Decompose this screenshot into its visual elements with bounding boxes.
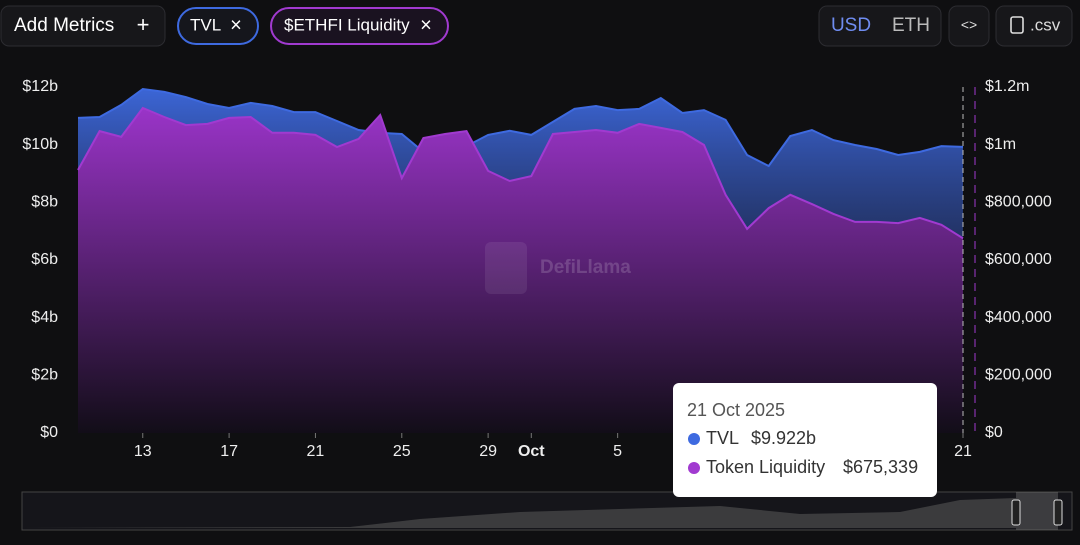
tooltip-value: $675,339 (843, 457, 918, 477)
y2-tick-label: $1.2m (985, 78, 1029, 95)
watermark: DefiLlama (540, 257, 631, 278)
area (78, 108, 963, 433)
y-tick-label: $10b (22, 136, 58, 153)
embed-icon: <> (961, 17, 977, 33)
tooltip-dot (688, 433, 700, 445)
y-tick-label: $4b (31, 309, 58, 326)
y2-tick-label: $400,000 (985, 309, 1052, 326)
add-metrics-label: Add Metrics (14, 15, 114, 36)
tvl-chip[interactable] (177, 7, 259, 45)
watermark-logo (485, 242, 527, 294)
tooltip-label: TVL (706, 428, 739, 448)
x-tick-label: 5 (613, 443, 622, 460)
x-tick-label: 21 (307, 443, 325, 460)
y-tick-label: $12b (22, 78, 58, 95)
y-tick-label: $8b (31, 194, 58, 211)
y2-tick-label: $200,000 (985, 367, 1052, 384)
remove-icon[interactable]: × (420, 14, 432, 36)
csv-label: .csv (1030, 15, 1061, 34)
currency-option[interactable]: USD (831, 15, 871, 36)
brush-preview (22, 498, 1016, 528)
legend-entry: $ETHFI Liquidity (284, 15, 410, 34)
x-tick-label: 29 (479, 443, 497, 460)
embed-button[interactable] (948, 5, 990, 47)
x-tick-label: 17 (220, 443, 238, 460)
file-icon (1010, 16, 1024, 34)
x-tick-label: Oct (518, 443, 545, 460)
legend-entry: TVL (190, 15, 221, 34)
tooltip-dot (688, 462, 700, 474)
x-tick-label: 13 (134, 443, 152, 460)
currency-option[interactable]: ETH (892, 15, 930, 36)
y-tick-label: $6b (31, 251, 58, 268)
y2-tick-label: $1m (985, 136, 1016, 153)
brush-handle[interactable] (1011, 499, 1021, 526)
add-metrics-button[interactable] (0, 5, 166, 47)
y2-tick-label: $800,000 (985, 194, 1052, 211)
tooltip-value: $9.922b (751, 428, 816, 448)
y-tick-label: $2b (31, 367, 58, 384)
y2-tick-label: $0 (985, 424, 1003, 441)
line (77, 106, 964, 240)
y-tick-label: $0 (40, 424, 58, 441)
brush-window[interactable] (1016, 492, 1058, 530)
add-icon: + (137, 12, 150, 37)
tooltip-date: 21 Oct 2025 (687, 400, 785, 420)
tooltip: 21 Oct 2025 TVL $9.922b Token Liquidity … (673, 383, 937, 497)
liquidity-chip[interactable] (270, 7, 449, 45)
tooltip-label: Token Liquidity (706, 457, 825, 477)
x-tick-label: 21 (954, 443, 972, 460)
csv-button[interactable] (995, 5, 1073, 47)
line (77, 87, 964, 168)
y2-tick-label: $600,000 (985, 251, 1052, 268)
tooltip-box (673, 383, 937, 497)
currency-toggle (818, 5, 942, 47)
brush-handle[interactable] (1053, 499, 1063, 526)
x-tick-label: 25 (393, 443, 411, 460)
remove-icon[interactable]: × (230, 14, 242, 36)
